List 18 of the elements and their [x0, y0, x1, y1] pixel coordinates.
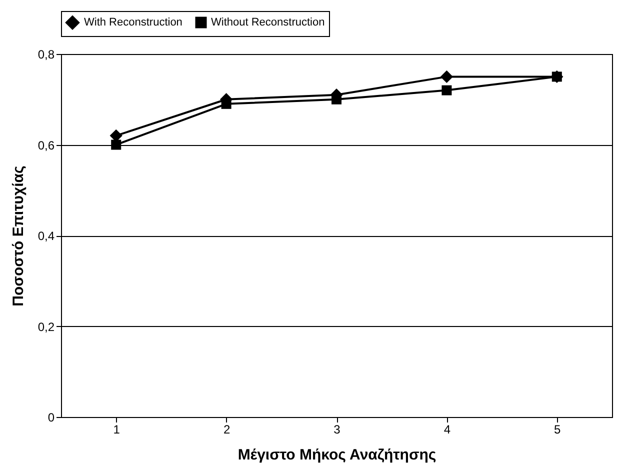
- x-tick-label: 2: [223, 422, 230, 436]
- point: [442, 85, 452, 96]
- y-tick-label: 0,4: [38, 229, 55, 243]
- y-tick-label: 0,2: [38, 320, 55, 334]
- y-tick-label: 0: [48, 410, 55, 424]
- legend-label: With Reconstruction: [84, 16, 182, 29]
- point: [440, 70, 454, 84]
- legend-label: Without Reconstruction: [211, 16, 325, 28]
- point: [552, 72, 562, 82]
- y-tick-label: 0,6: [38, 138, 55, 152]
- x-tick-label: 1: [113, 422, 120, 436]
- y-tick-label: 0,8: [38, 48, 55, 62]
- x-tick-label: 5: [554, 422, 562, 436]
- point: [111, 140, 122, 150]
- x-tick-label: 4: [444, 422, 451, 436]
- y-axis-title: Ποσοστό Επιτυχίας: [10, 166, 27, 306]
- x-axis-title: Μέγιστο Μήκος Αναζήτησης: [238, 446, 436, 464]
- x-tick-label: 3: [334, 422, 341, 436]
